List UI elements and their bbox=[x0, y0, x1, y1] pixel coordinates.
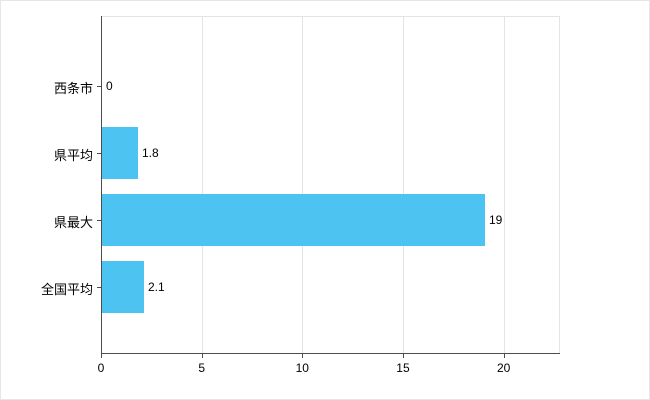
category-label: 全国平均 bbox=[40, 282, 93, 297]
x-axis-tick bbox=[503, 353, 505, 358]
x-axis-tick bbox=[302, 353, 304, 358]
value-label: 2.1 bbox=[148, 280, 165, 294]
gridline-vertical bbox=[503, 16, 505, 353]
x-tick-label: 0 bbox=[97, 361, 105, 375]
category-label: 県最大 bbox=[53, 215, 93, 230]
x-tick-label: 5 bbox=[198, 361, 205, 375]
value-label: 0 bbox=[106, 79, 113, 93]
y-axis bbox=[101, 16, 102, 354]
x-axis-tick bbox=[101, 353, 102, 358]
x-axis-tick bbox=[402, 353, 404, 358]
gridline-plot-top bbox=[101, 16, 559, 17]
gridline-vertical bbox=[402, 16, 404, 353]
x-axis-tick bbox=[201, 353, 203, 358]
x-axis bbox=[101, 353, 560, 354]
x-tick-label: 15 bbox=[396, 361, 410, 375]
gridline-plot-right bbox=[559, 16, 560, 353]
y-axis-tick bbox=[97, 86, 101, 87]
x-tick-label: 10 bbox=[295, 361, 309, 375]
gridline-vertical bbox=[201, 16, 203, 353]
value-label: 19 bbox=[489, 213, 503, 227]
bar[interactable] bbox=[102, 127, 138, 179]
y-axis-tick bbox=[97, 287, 101, 288]
bar[interactable] bbox=[102, 261, 144, 313]
category-label: 県平均 bbox=[53, 148, 93, 163]
y-axis-tick bbox=[97, 220, 101, 221]
x-tick-label: 20 bbox=[496, 361, 511, 375]
bar[interactable] bbox=[102, 194, 485, 246]
value-label: 1.8 bbox=[142, 146, 159, 160]
gridline-vertical bbox=[302, 16, 304, 353]
y-axis-tick bbox=[97, 153, 101, 154]
category-label: 西条市 bbox=[53, 81, 93, 96]
